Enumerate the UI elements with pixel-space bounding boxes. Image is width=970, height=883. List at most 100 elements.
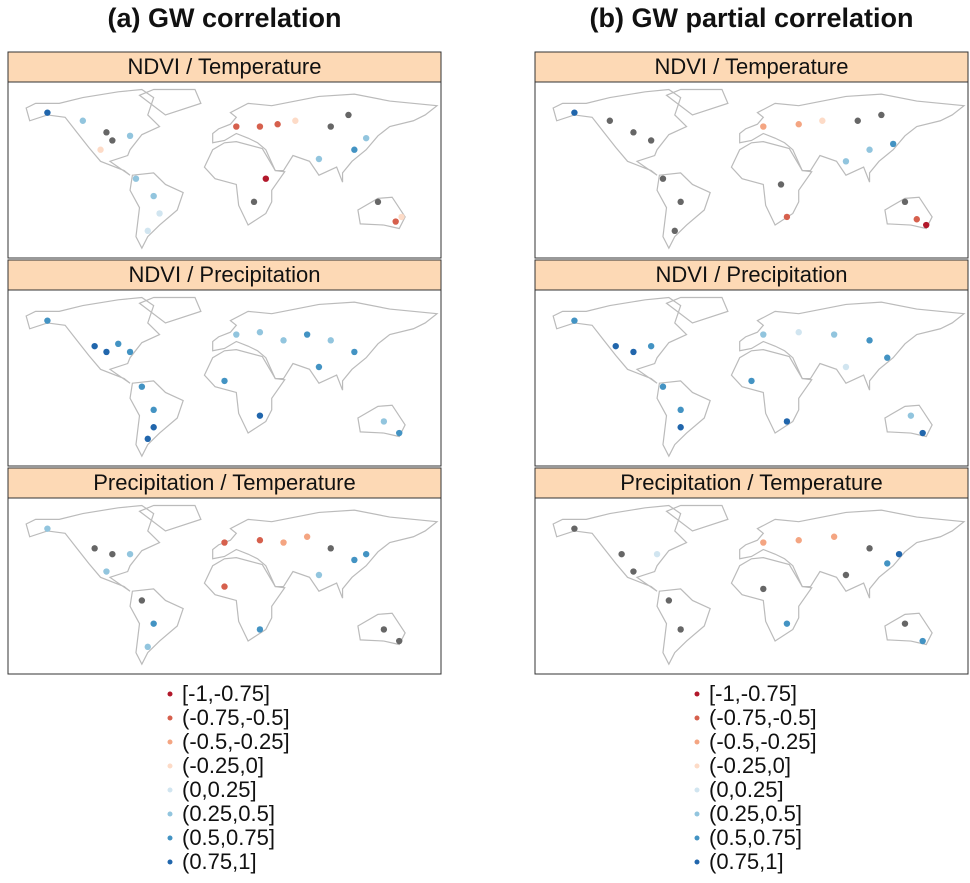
station-dot <box>274 121 281 128</box>
station-dot <box>647 342 655 350</box>
legend-dot <box>167 787 173 793</box>
strip <box>534 467 969 499</box>
station-dot <box>150 406 157 414</box>
land-outline <box>212 93 439 183</box>
land-outline <box>884 404 933 438</box>
land-outline <box>730 349 813 434</box>
map-frame <box>534 497 969 675</box>
land-outline <box>552 504 688 592</box>
land-outline <box>129 172 184 250</box>
station-dot <box>109 550 116 558</box>
station-dot <box>144 643 151 651</box>
land-outline <box>739 509 966 599</box>
land-outline <box>665 296 729 324</box>
land-outline <box>739 301 966 391</box>
station-dot <box>760 123 767 130</box>
station-dot <box>842 158 850 165</box>
panel-title: (a) GW correlation <box>107 3 341 33</box>
station-dot <box>156 210 163 217</box>
station-dot <box>677 424 684 431</box>
station-dot <box>44 317 51 324</box>
station-dot <box>256 329 264 336</box>
station-dot <box>138 383 146 390</box>
station-dot <box>760 585 767 593</box>
station-dot <box>221 377 228 385</box>
legend-dot <box>694 739 700 745</box>
legend-label: (0,0.25] <box>709 777 784 802</box>
land-outline <box>357 196 406 230</box>
legend-dot <box>694 715 700 721</box>
station-dot <box>362 550 370 558</box>
station-dot <box>327 545 334 552</box>
station-dot <box>250 198 258 206</box>
station-dot <box>351 556 358 564</box>
station-dot <box>233 331 240 338</box>
station-dot <box>44 109 51 116</box>
station-dot <box>103 568 110 575</box>
station-dot <box>138 597 146 604</box>
strip-label: Precipitation / Temperature <box>620 470 883 495</box>
station-dot <box>44 525 51 532</box>
station-dot <box>901 198 909 206</box>
station-dot <box>571 317 578 324</box>
station-dot <box>830 331 838 338</box>
station-dot <box>380 418 388 425</box>
station-dot <box>315 363 323 371</box>
station-dot <box>221 539 228 546</box>
station-dot <box>923 221 930 229</box>
legend-dot <box>694 763 700 769</box>
station-dot <box>398 213 405 221</box>
station-dot <box>150 424 157 431</box>
land-outline <box>739 93 966 183</box>
strip-label: NDVI / Precipitation <box>656 262 848 287</box>
station-dot <box>919 429 926 437</box>
legend-dot <box>167 763 173 769</box>
station-dot <box>760 331 767 338</box>
station-dot <box>571 525 578 532</box>
station-dot <box>760 539 767 546</box>
legend-label: (0.5,0.75] <box>182 825 275 850</box>
station-dot <box>677 626 684 633</box>
station-dot <box>144 435 151 443</box>
station-dot <box>659 175 667 182</box>
legend-dot <box>167 739 173 745</box>
land-outline <box>552 296 688 384</box>
station-dot <box>795 121 802 128</box>
station-dot <box>374 198 382 206</box>
legend-label: [-1,-0.75] <box>709 681 797 706</box>
station-dot <box>380 626 388 633</box>
station-dot <box>665 597 673 604</box>
station-dot <box>819 117 826 124</box>
legend-label: (0.25,0.5] <box>709 801 802 826</box>
land-outline <box>552 88 688 176</box>
station-dot <box>91 342 98 350</box>
station-dot <box>866 337 873 344</box>
station-dot <box>884 560 891 567</box>
station-dot <box>901 620 909 627</box>
legend-label: (0.25,0.5] <box>182 801 275 826</box>
station-dot <box>126 550 134 558</box>
station-dot <box>907 412 915 419</box>
station-dot <box>109 137 116 144</box>
land-outline <box>203 141 286 226</box>
station-dot <box>97 146 104 153</box>
station-dot <box>396 637 403 645</box>
station-dot <box>618 550 625 558</box>
strip-label: NDVI / Precipitation <box>129 262 321 287</box>
strip <box>7 467 442 499</box>
land-outline <box>25 88 161 176</box>
station-dot <box>630 129 637 136</box>
station-dot <box>630 348 637 356</box>
station-dot <box>115 340 122 348</box>
land-outline <box>656 380 711 458</box>
station-dot <box>150 192 157 200</box>
station-dot <box>842 571 850 579</box>
station-dot <box>854 117 861 124</box>
land-outline <box>357 612 406 646</box>
legend-dot <box>167 715 173 721</box>
station-dot <box>895 550 903 558</box>
legend-dot <box>694 691 700 697</box>
station-dot <box>630 568 637 575</box>
strip-label: Precipitation / Temperature <box>93 470 356 495</box>
station-dot <box>144 227 151 235</box>
